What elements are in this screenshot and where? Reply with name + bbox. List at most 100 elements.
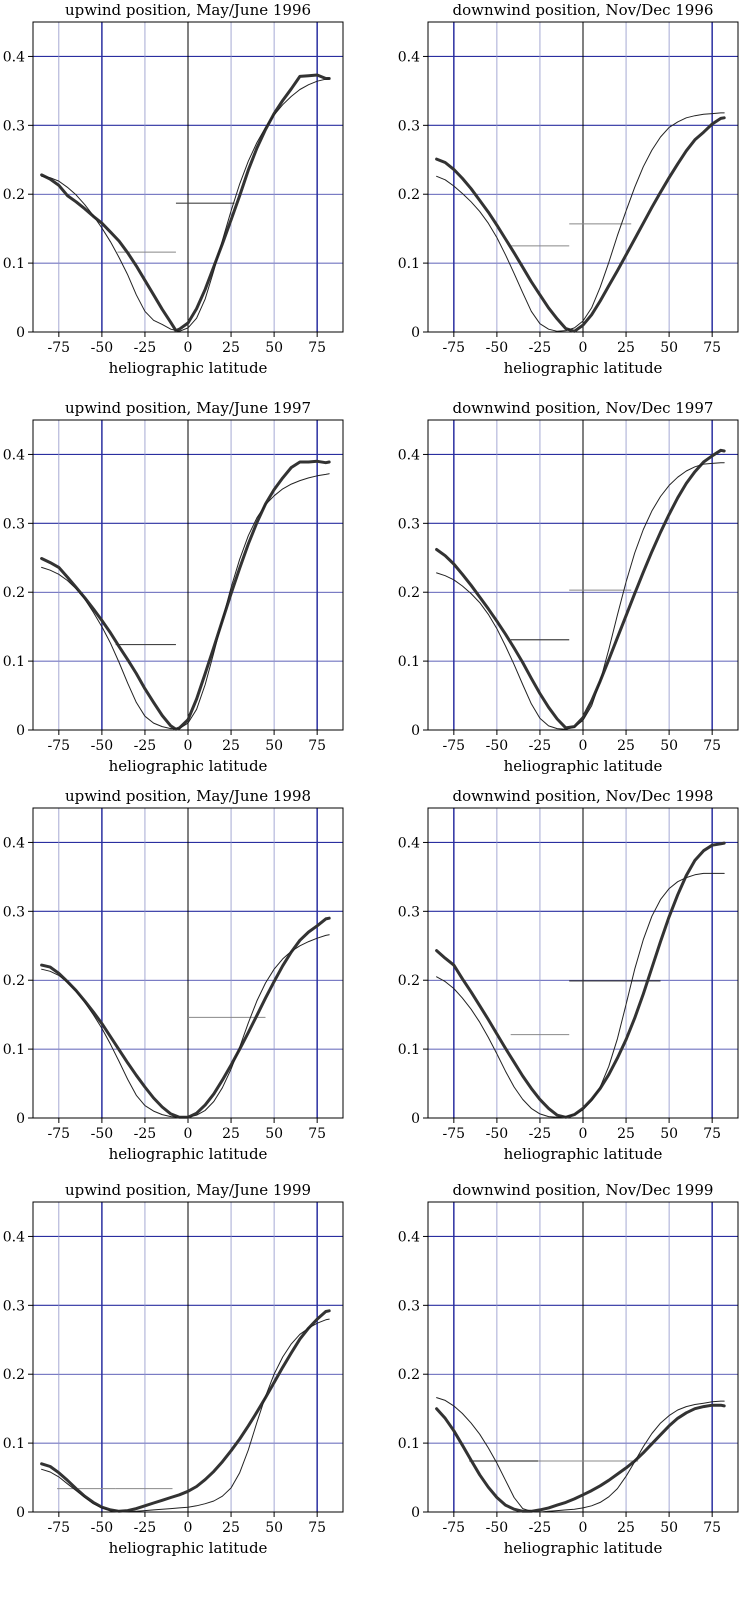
- series-line-thin: [41, 78, 330, 332]
- y-tick-label: 0.2: [3, 973, 25, 989]
- y-tick-label: 0.4: [3, 1229, 25, 1245]
- x-tick-label: 50: [660, 1520, 678, 1536]
- x-axis-label: heliographic latitude: [109, 1145, 268, 1163]
- chart-title: upwind position, May/June 1998: [65, 787, 311, 805]
- y-tick-label: 0.2: [3, 187, 25, 203]
- x-tick-label: -75: [443, 1520, 466, 1536]
- chart-title: upwind position, May/June 1996: [65, 1, 311, 19]
- y-tick-label: 0.4: [398, 49, 420, 65]
- x-tick-label: -50: [91, 340, 114, 356]
- chart-panel: -75 -50 -25 0 25 50 75 0 0.1 0.2 0.3 0.4 upwind posi…: [3, 1, 344, 377]
- y-tick-label: 0: [411, 1111, 420, 1127]
- x-tick-label: -25: [529, 1126, 552, 1142]
- x-tick-label: -25: [134, 1126, 157, 1142]
- x-tick-label: 50: [660, 738, 678, 754]
- y-tick-label: 0.4: [3, 49, 25, 65]
- x-axis-label: heliographic latitude: [504, 757, 663, 775]
- y-tick-label: 0.2: [3, 585, 25, 601]
- x-tick-label: 0: [184, 738, 193, 754]
- x-tick-label: 75: [703, 738, 721, 754]
- x-tick-label: -75: [48, 340, 71, 356]
- x-tick-label: 75: [703, 340, 721, 356]
- y-tick-label: 0.2: [3, 1367, 25, 1383]
- chart-title: downwind position, Nov/Dec 1999: [453, 1181, 714, 1199]
- x-tick-label: 50: [660, 1126, 678, 1142]
- chart-panel: -75 -50 -25 0 25 50 75 0 0.1 0.2 0.3 0.4 upwind posi…: [3, 399, 344, 775]
- x-tick-label: 75: [308, 340, 326, 356]
- x-tick-label: -25: [134, 738, 157, 754]
- y-tick-label: 0.4: [398, 447, 420, 463]
- x-axis-label: heliographic latitude: [109, 757, 268, 775]
- x-tick-label: 75: [308, 1126, 326, 1142]
- x-tick-label: -75: [443, 1126, 466, 1142]
- x-tick-label: 25: [222, 1520, 240, 1536]
- x-tick-label: -50: [91, 738, 114, 754]
- x-tick-label: 0: [184, 1520, 193, 1536]
- y-tick-label: 0.2: [398, 187, 420, 203]
- series-line-thick: [40, 916, 331, 1119]
- chart-title: downwind position, Nov/Dec 1996: [453, 1, 714, 19]
- y-tick-label: 0.1: [3, 256, 25, 272]
- x-axis-label: heliographic latitude: [504, 1145, 663, 1163]
- x-tick-label: 0: [579, 340, 588, 356]
- series-line-thin: [436, 462, 725, 730]
- series-line-thin: [41, 473, 330, 730]
- y-tick-label: 0.1: [398, 1436, 420, 1452]
- y-tick-label: 0.4: [3, 835, 25, 851]
- series-line-thin: [436, 1397, 725, 1513]
- x-tick-label: 25: [617, 1126, 635, 1142]
- series-line-thick: [40, 1309, 331, 1513]
- x-tick-label: 0: [579, 1520, 588, 1536]
- x-tick-label: -25: [529, 738, 552, 754]
- x-tick-label: 75: [703, 1520, 721, 1536]
- y-tick-label: 0.1: [398, 1042, 420, 1058]
- x-tick-label: 25: [617, 738, 635, 754]
- x-tick-label: -25: [134, 340, 157, 356]
- x-tick-label: 0: [184, 340, 193, 356]
- y-tick-label: 0.2: [398, 1367, 420, 1383]
- series-line-thin: [436, 112, 725, 332]
- chart-panel: -75 -50 -25 0 25 50 75 0 0.1 0.2 0.3 0.4 downwind po…: [398, 1181, 739, 1557]
- x-tick-label: -25: [529, 340, 552, 356]
- x-tick-label: 25: [222, 738, 240, 754]
- y-tick-label: 0: [411, 1505, 420, 1521]
- x-tick-label: 75: [308, 738, 326, 754]
- x-tick-label: -50: [486, 1126, 509, 1142]
- y-tick-label: 0.2: [398, 973, 420, 989]
- chart-title: downwind position, Nov/Dec 1998: [453, 787, 714, 805]
- x-tick-label: 50: [265, 340, 283, 356]
- y-tick-label: 0.3: [398, 516, 420, 532]
- y-tick-label: 0.3: [3, 1298, 25, 1314]
- y-tick-label: 0.3: [398, 118, 420, 134]
- x-tick-label: -75: [48, 1126, 71, 1142]
- series-line-thick: [435, 448, 726, 730]
- x-tick-label: 0: [579, 1126, 588, 1142]
- x-tick-label: 75: [308, 1520, 326, 1536]
- y-tick-label: 0.2: [398, 585, 420, 601]
- chart-title: downwind position, Nov/Dec 1997: [453, 399, 714, 417]
- series-line-thick: [435, 841, 726, 1119]
- series-line-thin: [436, 872, 725, 1118]
- y-tick-label: 0: [411, 723, 420, 739]
- x-tick-label: -25: [529, 1520, 552, 1536]
- y-tick-label: 0.3: [3, 904, 25, 920]
- y-tick-label: 0.3: [398, 904, 420, 920]
- x-tick-label: -75: [48, 1520, 71, 1536]
- series-line-thick: [40, 73, 331, 333]
- x-tick-label: -75: [48, 738, 71, 754]
- x-tick-label: 25: [617, 340, 635, 356]
- x-axis-label: heliographic latitude: [504, 359, 663, 377]
- x-tick-label: -75: [443, 738, 466, 754]
- y-tick-label: 0: [16, 1111, 25, 1127]
- y-tick-label: 0.3: [3, 118, 25, 134]
- x-tick-label: 50: [265, 1520, 283, 1536]
- y-tick-label: 0: [16, 325, 25, 341]
- y-tick-label: 0: [16, 1505, 25, 1521]
- chart-panel: -75 -50 -25 0 25 50 75 0 0.1 0.2 0.3 0.4 downwind po…: [398, 399, 739, 775]
- chart-title: upwind position, May/June 1999: [65, 1181, 311, 1199]
- x-tick-label: -50: [91, 1126, 114, 1142]
- x-tick-label: 0: [184, 1126, 193, 1142]
- x-tick-label: 50: [265, 738, 283, 754]
- x-tick-label: 25: [617, 1520, 635, 1536]
